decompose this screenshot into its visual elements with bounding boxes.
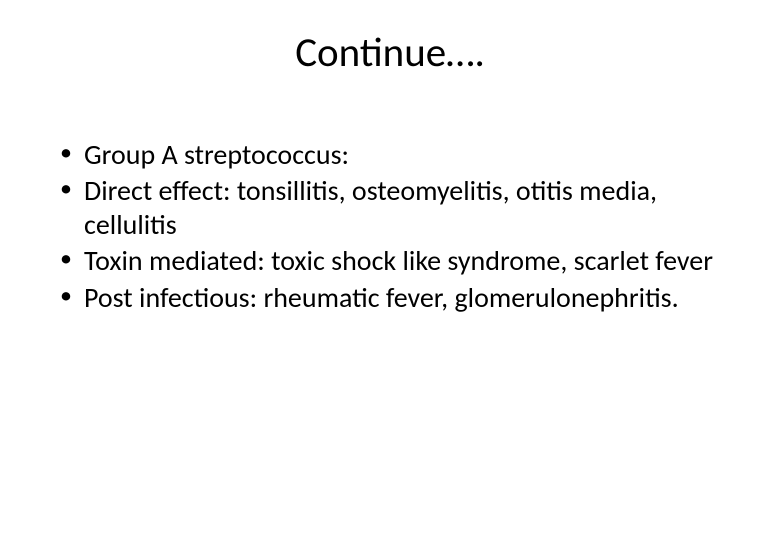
list-item: Post infectious: rheumatic fever, glomer…	[54, 281, 726, 315]
list-item: Toxin mediated: toxic shock like syndrom…	[54, 244, 726, 278]
list-item: Direct effect: tonsillitis, osteomyeliti…	[54, 174, 726, 242]
list-item: Group A streptococcus:	[54, 138, 726, 172]
slide: Continue…. Group A streptococcus: Direct…	[0, 0, 780, 540]
bullet-list: Group A streptococcus: Direct effect: to…	[54, 138, 726, 315]
slide-title: Continue….	[54, 28, 726, 78]
